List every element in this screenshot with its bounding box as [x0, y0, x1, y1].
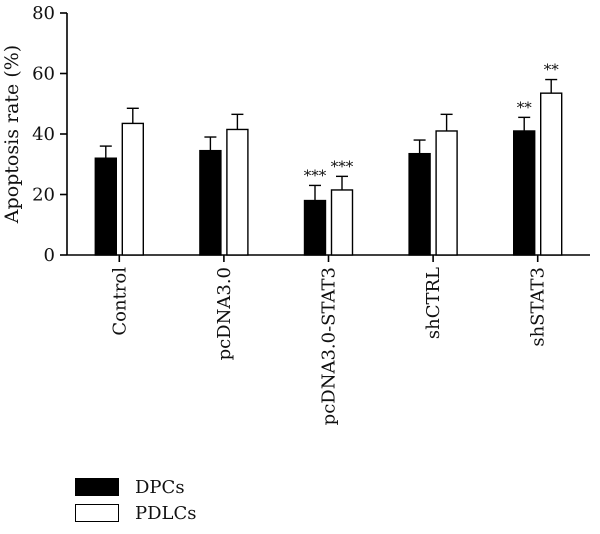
bar-0-0: [94, 157, 118, 256]
bar-1-1: [226, 128, 249, 256]
legend-label-pdlcs: PDLCs: [135, 502, 197, 524]
x-tick-label-4: shSTAT3: [528, 267, 549, 347]
significance-label-0-4: **: [517, 98, 533, 116]
significance-label-1-4: **: [544, 61, 560, 79]
x-tick-label-2: pcDNA3.0-STAT3: [319, 267, 340, 425]
y-tick-label-4: 80: [32, 3, 55, 24]
bar-1-2: [330, 189, 354, 256]
y-tick-label-0: 0: [44, 245, 55, 266]
bar-0-4: [513, 130, 536, 256]
bar-0-3: [408, 152, 431, 256]
legend-label-dpcs: DPCs: [135, 476, 185, 498]
bar-1-0: [121, 122, 145, 256]
y-tick-label-1: 20: [32, 185, 55, 206]
bar-0-1: [199, 149, 222, 256]
legend-item-pdlcs: PDLCs: [75, 500, 197, 526]
y-tick-label-3: 60: [32, 64, 55, 85]
legend-swatch-pdlcs: [75, 504, 119, 522]
bar-0-2: [303, 199, 327, 256]
legend-swatch-dpcs: [75, 478, 119, 496]
bar-1-3: [435, 130, 458, 256]
significance-label-1-2: ***: [331, 157, 354, 175]
legend: DPCs PDLCs: [75, 474, 197, 526]
y-tick-label-2: 40: [32, 124, 55, 145]
x-tick-label-1: pcDNA3.0: [214, 267, 235, 360]
x-tick-label-3: shCTRL: [423, 267, 444, 339]
significance-label-0-2: ***: [304, 166, 327, 184]
y-axis-label: Apoptosis rate (%): [1, 45, 23, 224]
bar-1-4: [540, 92, 563, 256]
x-tick-label-0: Control: [109, 267, 130, 336]
legend-item-dpcs: DPCs: [75, 474, 197, 500]
